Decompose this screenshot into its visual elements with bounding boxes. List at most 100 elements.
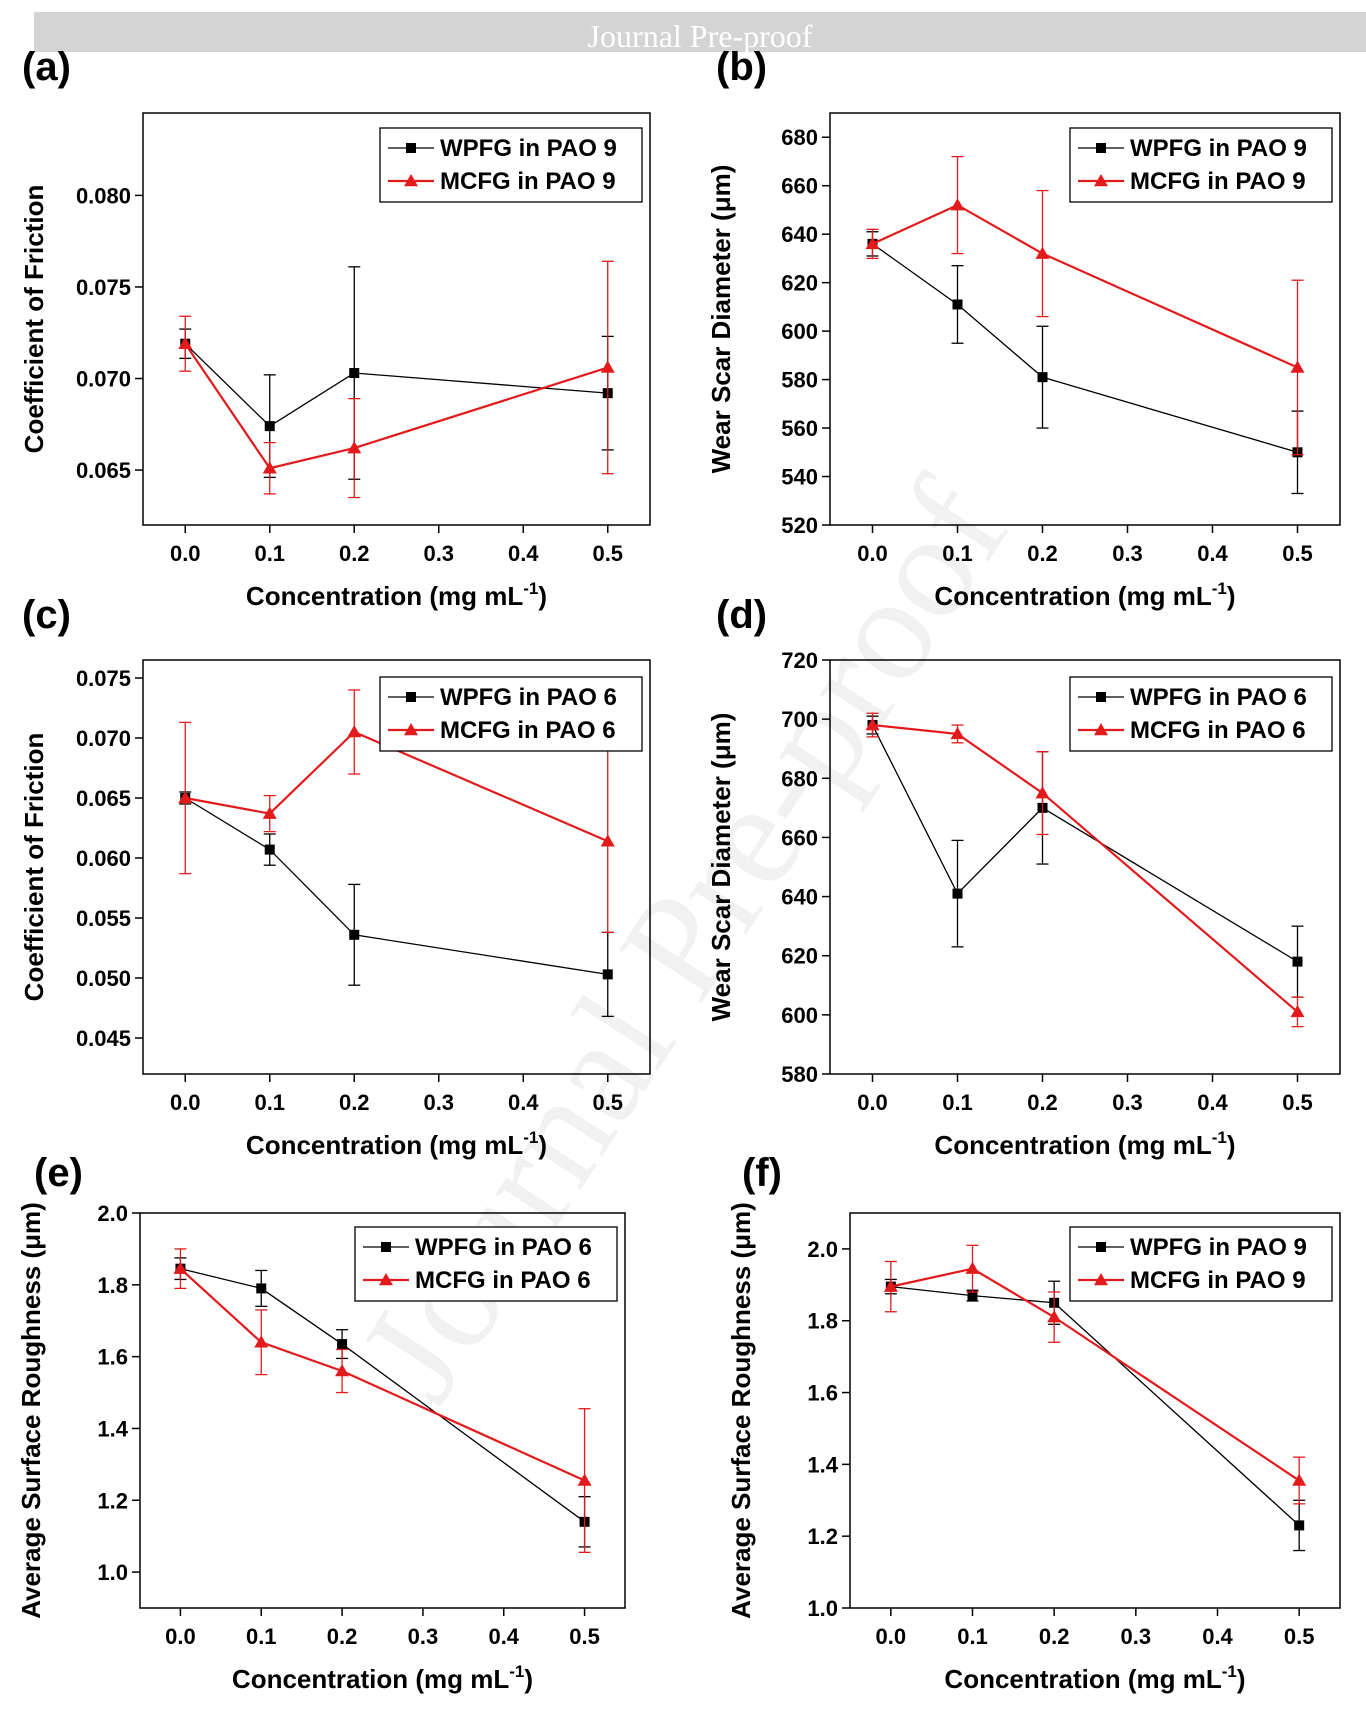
legend: WPFG in PAO 9 MCFG in PAO 9 [1069,1226,1333,1302]
legend-label: WPFG in PAO 9 [1130,135,1307,162]
y-axis-title: Wear Scar Diameter (μm) [706,713,736,1022]
legend-box [1069,127,1333,203]
x-tick-label: 0.0 [170,541,201,566]
legend-label: WPFG in PAO 9 [440,135,617,162]
x-tick-label: 0.3 [1112,1090,1143,1115]
x-tick-label: 0.0 [876,1624,907,1649]
data-point [254,1335,269,1348]
legend-marker [381,1242,391,1252]
x-tick-label: 0.0 [165,1624,196,1649]
y-tick-label: 1.4 [97,1416,128,1441]
series-line [872,203,1298,369]
x-axis-title-end: ) [538,581,547,611]
x-tick-label: 0.3 [1112,541,1143,566]
y-tick-label: 680 [781,766,818,791]
y-tick-label: 600 [781,319,818,344]
legend-marker [1094,174,1108,187]
data-point [883,1279,898,1292]
x-tick-label: 0.2 [1039,1624,1070,1649]
plot-frame [142,659,651,1075]
legend-marker [1096,692,1106,702]
series-line [871,724,1298,963]
y-tick-label: 660 [781,825,818,850]
data-point [262,461,277,474]
data-point [337,1339,348,1350]
x-axis-title-sup: -1 [1222,1662,1237,1681]
y-tick-label: 1.0 [807,1596,838,1621]
series-line [184,343,608,427]
x-tick-label: 0.5 [1282,541,1313,566]
series-line [872,243,1298,453]
x-tick-label: 0.4 [508,541,539,566]
x-axis-title-sup: -1 [509,1662,524,1681]
legend-label: MCFG in PAO 9 [1130,1267,1306,1294]
x-tick-label: 0.2 [1027,1090,1058,1115]
data-point [262,806,277,819]
data-point [1290,360,1305,373]
y-tick-label: 0.080 [76,183,131,208]
data-point [965,1261,980,1274]
legend-label: MCFG in PAO 9 [440,168,616,195]
legend: WPFG in PAO 6 MCFG in PAO 6 [354,1226,618,1302]
x-tick-label: 0.1 [246,1624,277,1649]
legend-label: WPFG in PAO 6 [1130,684,1307,711]
legend-box [1069,676,1333,752]
x-axis-title: Concentration (mg mL-1) [246,1128,547,1160]
y-tick-label: 1.0 [97,1560,128,1585]
x-tick-label: 0.2 [339,541,370,566]
x-tick-label: 0.3 [423,541,454,566]
y-tick-label: 1.8 [97,1273,128,1298]
x-axis-title: Concentration (mg mL-1) [232,1662,533,1694]
x-axis-title: Concentration (mg mL-1) [246,579,547,611]
legend-marker [1094,1273,1108,1286]
x-axis-title-main: Concentration (mg mL [934,581,1211,611]
x-tick-label: 0.5 [1284,1624,1315,1649]
legend-marker [406,692,416,702]
chart-panel-e: (e) 0.0 0.1 0.2 0.3 0.4 0.5 1.0 1.2 1.4 1.6 1.8 2.0 C… [16,1151,626,1694]
y-tick-label: 560 [781,416,818,441]
series-line [890,1285,1300,1526]
x-axis-title-sup: -1 [523,1128,538,1147]
y-tick-label: 1.8 [807,1309,838,1334]
data-point [602,969,613,980]
legend-box [1069,1226,1333,1302]
y-tick-label: 1.2 [807,1524,838,1549]
x-axis-title-main: Concentration (mg mL [934,1130,1211,1160]
y-tick-label: 540 [781,465,818,490]
series-mcfg [178,260,615,499]
y-tick-label: 580 [781,368,818,393]
y-axis-title: Average Surface Roughness (μm) [726,1202,756,1619]
y-axis-title: Average Surface Roughness (μm) [16,1202,46,1619]
x-axis-title: Concentration (mg mL-1) [944,1662,1245,1694]
series-wpfg [866,231,1304,495]
data-point [600,360,615,373]
data-point [1037,372,1048,383]
y-tick-label: 520 [781,513,818,538]
y-tick-label: 1.6 [807,1381,838,1406]
data-point [335,1364,350,1377]
y-tick-label: 2.0 [97,1201,128,1226]
data-point [952,888,963,899]
chart-panel-a: (a) 0.0 0.1 0.2 0.3 0.4 0.5 0.065 0.070 0.075 0.08… [19,45,651,611]
data-point [1290,1004,1305,1018]
y-tick-label: 680 [781,125,818,150]
journal-banner: Journal Pre-proof [34,12,1366,54]
y-axis-title: Wear Scar Diameter (μm) [706,165,736,474]
series-mcfg [173,1248,592,1553]
series-line [179,1267,586,1482]
x-axis-title-end: ) [1227,1130,1236,1160]
x-tick-label: 0.1 [957,1624,988,1649]
legend-box [379,127,643,203]
plot-frame [849,1212,1341,1609]
x-axis-title-sup: -1 [1212,1128,1227,1147]
y-tick-label: 660 [781,174,818,199]
data-point [264,421,275,432]
legend-marker [404,174,418,187]
x-tick-label: 0.1 [254,541,285,566]
x-axis-title: Concentration (mg mL-1) [934,579,1235,611]
series-mcfg [178,689,615,934]
legend-marker [1094,723,1108,736]
data-point [349,929,360,940]
data-point [1035,786,1050,799]
